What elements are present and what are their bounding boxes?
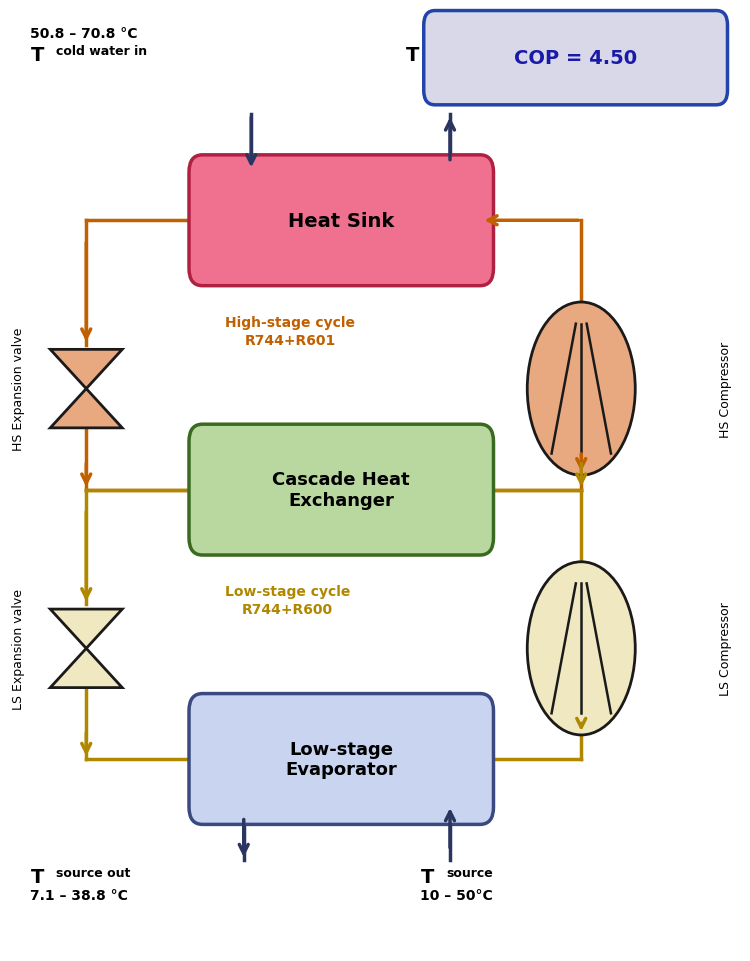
Ellipse shape	[527, 562, 635, 735]
Text: LS Expansion valve: LS Expansion valve	[12, 588, 26, 709]
Text: LS Compressor: LS Compressor	[719, 602, 733, 696]
Text: 10 – 50°C: 10 – 50°C	[420, 888, 493, 902]
Text: source out: source out	[56, 866, 130, 879]
Polygon shape	[50, 649, 122, 688]
Text: HS Compressor: HS Compressor	[719, 341, 733, 437]
Polygon shape	[50, 609, 122, 649]
Text: Cascade Heat
Exchanger: Cascade Heat Exchanger	[272, 471, 410, 509]
FancyBboxPatch shape	[189, 156, 494, 286]
Text: $\mathbf{T}$: $\mathbf{T}$	[420, 867, 435, 886]
Text: COP = 4.50: COP = 4.50	[514, 49, 638, 68]
Polygon shape	[50, 389, 122, 429]
Text: $\mathbf{T}$: $\mathbf{T}$	[30, 46, 45, 65]
FancyBboxPatch shape	[424, 12, 728, 106]
FancyBboxPatch shape	[189, 425, 494, 555]
Text: Low-stage
Evaporator: Low-stage Evaporator	[285, 740, 398, 778]
Text: Heat Sink: Heat Sink	[288, 211, 394, 231]
Ellipse shape	[527, 303, 635, 476]
Polygon shape	[50, 350, 122, 389]
Text: $\mathbf{T}$: $\mathbf{T}$	[405, 46, 420, 65]
Text: Low-stage cycle
R744+R600: Low-stage cycle R744+R600	[225, 584, 350, 617]
Text: $\mathbf{T}$: $\mathbf{T}$	[30, 867, 45, 886]
Text: cold water in: cold water in	[56, 45, 147, 59]
Text: 7.1 – 38.8 °C: 7.1 – 38.8 °C	[30, 888, 128, 902]
Text: 50.8 – 70.8 °C: 50.8 – 70.8 °C	[30, 27, 137, 41]
Text: hot water out > 100°C: hot water out > 100°C	[431, 45, 588, 59]
Text: HS Expansion valve: HS Expansion valve	[12, 328, 26, 451]
Text: source: source	[446, 866, 493, 879]
FancyBboxPatch shape	[189, 694, 494, 825]
Text: High-stage cycle
R744+R601: High-stage cycle R744+R601	[225, 315, 355, 348]
